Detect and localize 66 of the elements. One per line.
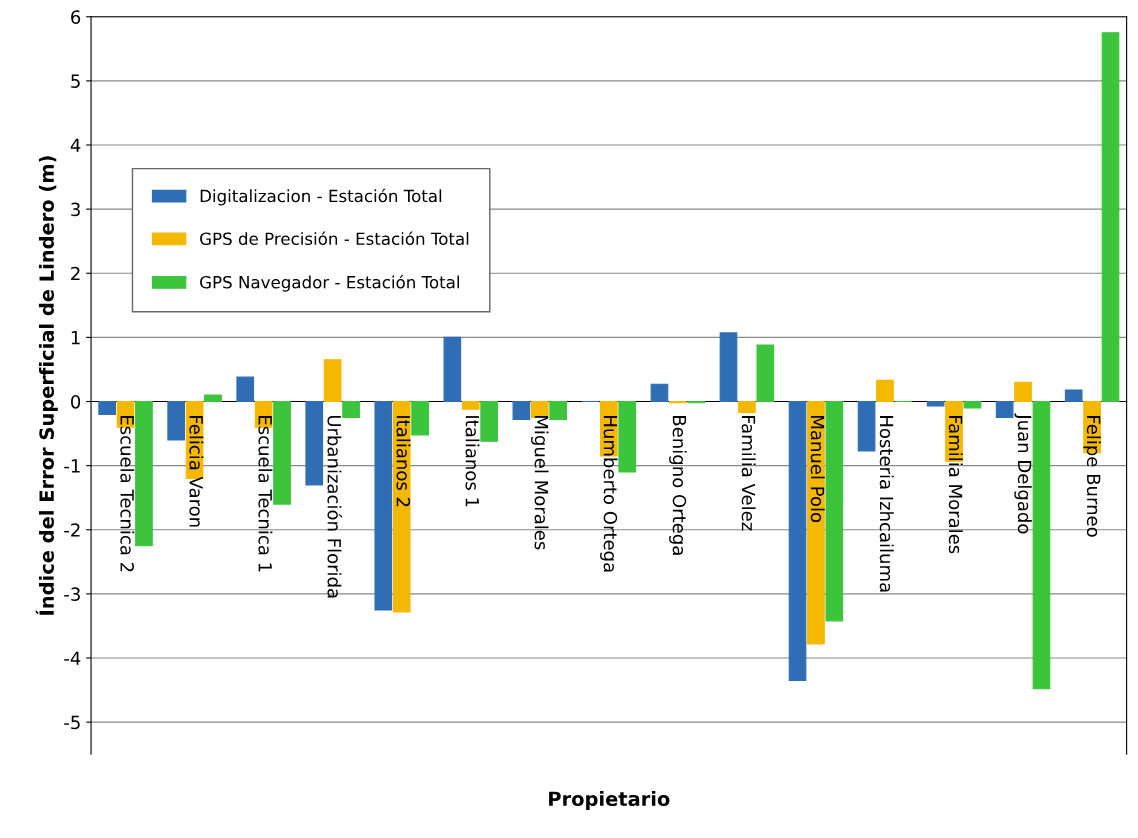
bar — [204, 394, 222, 403]
bar — [876, 379, 894, 403]
bar — [512, 400, 531, 421]
x-tick-label: Felipe Burneo — [1083, 416, 1101, 537]
legend-label: GPS Navegador - Estación Total — [200, 274, 459, 292]
x-tick-label: Italianos 2 — [396, 416, 411, 507]
bar — [650, 383, 669, 403]
bar — [807, 400, 825, 645]
x-axis-title: Propietario — [549, 791, 670, 810]
bar — [618, 400, 637, 473]
x-tick-label: Miguel Morales — [531, 416, 549, 550]
x-tick-label: Escuela Tecnica 2 — [120, 416, 135, 572]
x-tick-label: Juan Delgado — [1014, 413, 1032, 534]
y-tick-label: 4 — [70, 138, 81, 152]
bar — [480, 400, 499, 442]
bar — [167, 400, 186, 441]
bar — [443, 336, 462, 403]
bar — [995, 400, 1014, 419]
bar — [857, 400, 876, 452]
bar — [963, 400, 982, 409]
x-tick-label: Benigno Ortega — [669, 416, 687, 555]
x-tick-label: Italianos 1 — [465, 416, 480, 507]
x-tick-label: Familia Morales — [948, 416, 963, 554]
y-tick-label: -1 — [64, 459, 80, 473]
bar — [374, 400, 393, 611]
y-tick-label: 3 — [71, 202, 80, 217]
bar — [1101, 32, 1120, 403]
x-tick-label: Felicia Varon — [189, 416, 204, 527]
y-tick-label: 6 — [71, 10, 81, 24]
bar — [135, 400, 153, 547]
bar — [738, 400, 756, 413]
bar — [1032, 400, 1051, 690]
y-tick-label: 0 — [71, 394, 81, 409]
bar — [305, 400, 324, 486]
y-tick-label: -2 — [64, 523, 80, 537]
y-tick-label: 5 — [71, 74, 80, 88]
y-tick-label: 1 — [71, 331, 80, 345]
bar — [273, 400, 291, 505]
x-tick-label: Familia Velez — [741, 416, 756, 531]
bar — [98, 400, 116, 415]
bar — [411, 400, 429, 436]
bar — [719, 332, 738, 403]
legend-label: Digitalizacion - Estación Total — [200, 188, 442, 206]
y-axis-title: Índice del Error Superficial de Lindero (m) — [35, 156, 58, 615]
bar — [1014, 381, 1032, 403]
y-tick-label: -4 — [64, 651, 81, 665]
bar — [323, 359, 342, 403]
x-tick-label: Urbanización Florida — [327, 415, 343, 598]
x-tick-label: Escuela Tecnica 1 — [258, 416, 273, 572]
bar — [926, 400, 945, 407]
legend-label: GPS de Precisión - Estación Total — [200, 231, 469, 246]
bar — [392, 400, 411, 613]
y-tick-label: -5 — [64, 715, 80, 730]
bar — [1064, 389, 1083, 403]
bar — [788, 400, 807, 682]
y-tick-label: -3 — [64, 587, 80, 601]
x-tick-label: Humberto Ortega — [600, 416, 618, 572]
x-tick-label: Hosteria Izhcailuma — [879, 416, 894, 592]
bar — [461, 400, 480, 410]
bar — [825, 400, 844, 622]
x-tick-label: Manuel Polo — [810, 416, 825, 523]
bar — [342, 400, 360, 419]
bar — [756, 344, 775, 403]
y-tick-label: 2 — [71, 266, 80, 281]
bar — [236, 376, 255, 403]
bar — [549, 400, 568, 421]
